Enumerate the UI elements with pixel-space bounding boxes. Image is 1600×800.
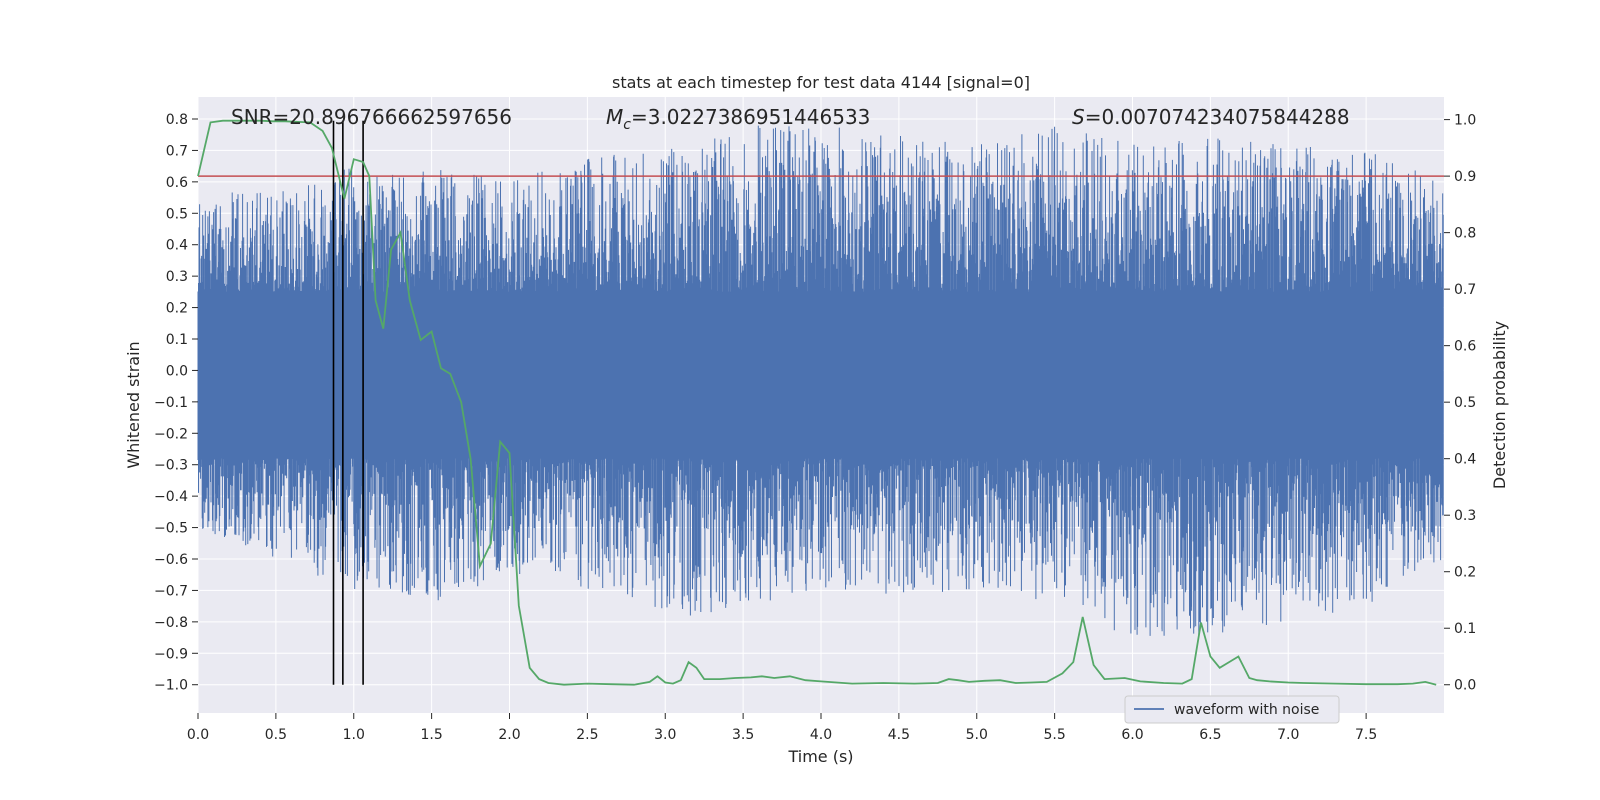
y-tick-label: −0.1 <box>154 395 188 411</box>
s-symbol: S <box>1072 105 1085 129</box>
y-tick-label: −1.0 <box>154 678 188 694</box>
x-tick-label: 1.0 <box>343 727 365 743</box>
legend-label-waveform: waveform with noise <box>1174 702 1319 718</box>
waveform-core <box>198 291 1444 459</box>
x-tick-label: 1.5 <box>420 727 442 743</box>
legend: waveform with noise <box>1124 695 1340 724</box>
x-axis-label: Time (s) <box>787 747 853 766</box>
y2-tick-label: 0.0 <box>1454 678 1476 694</box>
y-tick-label: 0.4 <box>166 238 188 254</box>
y2-tick-label: 0.3 <box>1454 508 1476 524</box>
y-tick-label: −0.3 <box>154 458 188 474</box>
chirp-mass-symbol: M <box>606 105 623 129</box>
y2-tick-label: 0.4 <box>1454 452 1476 468</box>
x-tick-label: 3.0 <box>654 727 676 743</box>
legend-box <box>1124 695 1340 724</box>
y-tick-label: 0.0 <box>166 363 188 379</box>
s-value: =0.007074234075844288 <box>1085 105 1350 129</box>
y-tick-label: 0.2 <box>166 301 188 317</box>
y2-tick-label: 0.5 <box>1454 395 1476 411</box>
chirp-mass-annotation: Mc=3.0227386951446533 <box>606 105 870 133</box>
s-annotation: S=0.007074234075844288 <box>1072 105 1350 129</box>
tick-layer: 0.0 0.5 1.0 1.5 2.0 2.5 3.0 3.5 4.0 4.5 5.0 5.5 6.0 6… <box>154 112 1476 743</box>
x-tick-label: 6.5 <box>1199 727 1221 743</box>
x-tick-label: 6.0 <box>1121 727 1143 743</box>
y-tick-label: 0.8 <box>166 112 188 128</box>
y2-tick-label: 0.1 <box>1454 621 1476 637</box>
y-tick-label: −0.6 <box>154 552 188 568</box>
y2-tick-label: 0.7 <box>1454 282 1476 298</box>
x-tick-label: 4.0 <box>810 727 832 743</box>
y2-tick-label: 0.6 <box>1454 339 1476 355</box>
x-tick-label: 4.5 <box>888 727 910 743</box>
x-tick-label: 2.0 <box>498 727 520 743</box>
y2-tick-label: 0.9 <box>1454 169 1476 185</box>
x-tick-label: 7.5 <box>1355 727 1377 743</box>
y-tick-label: 0.7 <box>166 143 188 159</box>
snr-annotation: SNR=20.896766662597656 <box>231 105 512 129</box>
y-tick-label: −0.2 <box>154 426 188 442</box>
detection-probability-line <box>197 119 1437 686</box>
y-tick-label: −0.5 <box>154 521 188 537</box>
y-tick-label: 0.3 <box>166 269 188 285</box>
x-tick-label: 5.5 <box>1043 727 1065 743</box>
chirp-mass-value: =3.0227386951446533 <box>631 105 870 129</box>
y-axis-label: Whitened strain <box>124 341 143 468</box>
y-tick-label: 0.6 <box>166 175 188 191</box>
y2-tick-label: 0.8 <box>1454 226 1476 242</box>
y-tick-label: −0.4 <box>154 489 188 505</box>
y2-axis-label: Detection probability <box>1490 321 1509 489</box>
x-tick-label: 0.5 <box>265 727 287 743</box>
y-tick-label: −0.9 <box>154 646 188 662</box>
x-tick-label: 5.0 <box>966 727 988 743</box>
x-tick-label: 3.5 <box>732 727 754 743</box>
waveform-series <box>197 125 1444 636</box>
y-tick-label: 0.1 <box>166 332 188 348</box>
y-tick-label: −0.8 <box>154 615 188 631</box>
y2-tick-label: 0.2 <box>1454 565 1476 581</box>
y-tick-label: −0.7 <box>154 583 188 599</box>
chirp-mass-subscript: c <box>623 117 631 133</box>
y-tick-label: 0.5 <box>166 206 188 222</box>
chart-title: stats at each timestep for test data 414… <box>612 73 1030 92</box>
x-tick-label: 7.0 <box>1277 727 1299 743</box>
probability-series <box>197 119 1437 686</box>
x-tick-label: 2.5 <box>576 727 598 743</box>
vertical-markers <box>332 120 364 685</box>
x-tick-label: 0.0 <box>187 727 209 743</box>
y2-tick-label: 1.0 <box>1454 113 1476 129</box>
